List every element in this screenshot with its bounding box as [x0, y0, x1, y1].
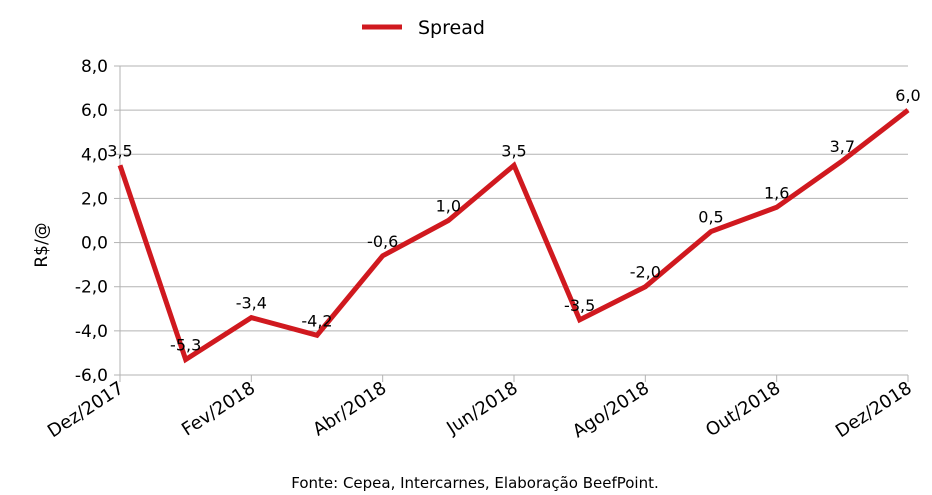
data-point — [907, 109, 909, 111]
data-label: 1,6 — [764, 183, 789, 202]
data-point — [644, 286, 646, 288]
data-point — [776, 206, 778, 208]
data-point — [119, 164, 121, 166]
data-label: 3,5 — [107, 141, 132, 160]
y-tick-label: -6,0 — [75, 366, 108, 386]
data-point — [513, 164, 515, 166]
data-labels: 3,5 -5,3 -3,4 -4,2 -0,6 1,0 3,5 -3,5 -2,0 0,5 1,6 3… — [107, 86, 920, 354]
x-tick-label: Dez/2018 — [832, 378, 916, 443]
data-label: 1,0 — [436, 197, 461, 216]
y-tick-label: 0,0 — [81, 234, 108, 254]
legend: Spread — [362, 17, 485, 39]
x-tick-labels: Dez/2017 Fev/2018 Abr/2018 Jun/2018 Ago/2018… — [44, 378, 916, 443]
data-label: 3,5 — [501, 141, 526, 160]
x-tick-label: Abr/2018 — [309, 378, 390, 441]
y-tick-label: 8,0 — [81, 57, 108, 77]
source-note: Fonte: Cepea, Intercarnes, Elaboração Be… — [291, 474, 659, 492]
data-point — [841, 160, 843, 162]
data-point — [250, 317, 252, 319]
data-label: 3,7 — [830, 137, 855, 156]
data-label: -2,0 — [630, 263, 661, 282]
y-tick-labels: -6,0 -4,0 -2,0 0,0 2,0 4,0 6,0 8,0 — [75, 57, 108, 386]
y-tick-label: 4,0 — [81, 145, 108, 165]
x-tick-label: Fev/2018 — [178, 378, 259, 441]
data-label: -3,4 — [236, 294, 267, 313]
data-label: -0,6 — [367, 232, 398, 251]
data-label: 6,0 — [895, 86, 920, 105]
legend-label-spread: Spread — [418, 17, 485, 39]
gridlines — [114, 65, 909, 382]
data-point — [185, 359, 187, 361]
x-tick-label: Jun/2018 — [442, 378, 521, 440]
data-point — [316, 334, 318, 336]
data-point — [447, 220, 449, 221]
y-tick-label: -2,0 — [75, 278, 108, 298]
data-point — [710, 231, 712, 233]
data-label: -4,2 — [301, 311, 332, 330]
y-tick-label: 6,0 — [81, 101, 108, 121]
y-axis-label: R$/@ — [32, 222, 52, 267]
y-tick-label: 2,0 — [81, 189, 108, 209]
y-tick-label: -4,0 — [75, 322, 108, 342]
data-label: -3,5 — [564, 296, 595, 315]
x-tick-label: Ago/2018 — [569, 378, 653, 443]
data-label: 0,5 — [698, 208, 723, 227]
series-spread — [117, 108, 910, 364]
data-point — [382, 255, 384, 257]
x-tick-label: Out/2018 — [702, 378, 784, 442]
data-label: -5,3 — [170, 336, 201, 355]
data-point — [579, 319, 581, 321]
x-tick-label: Dez/2017 — [44, 378, 128, 443]
